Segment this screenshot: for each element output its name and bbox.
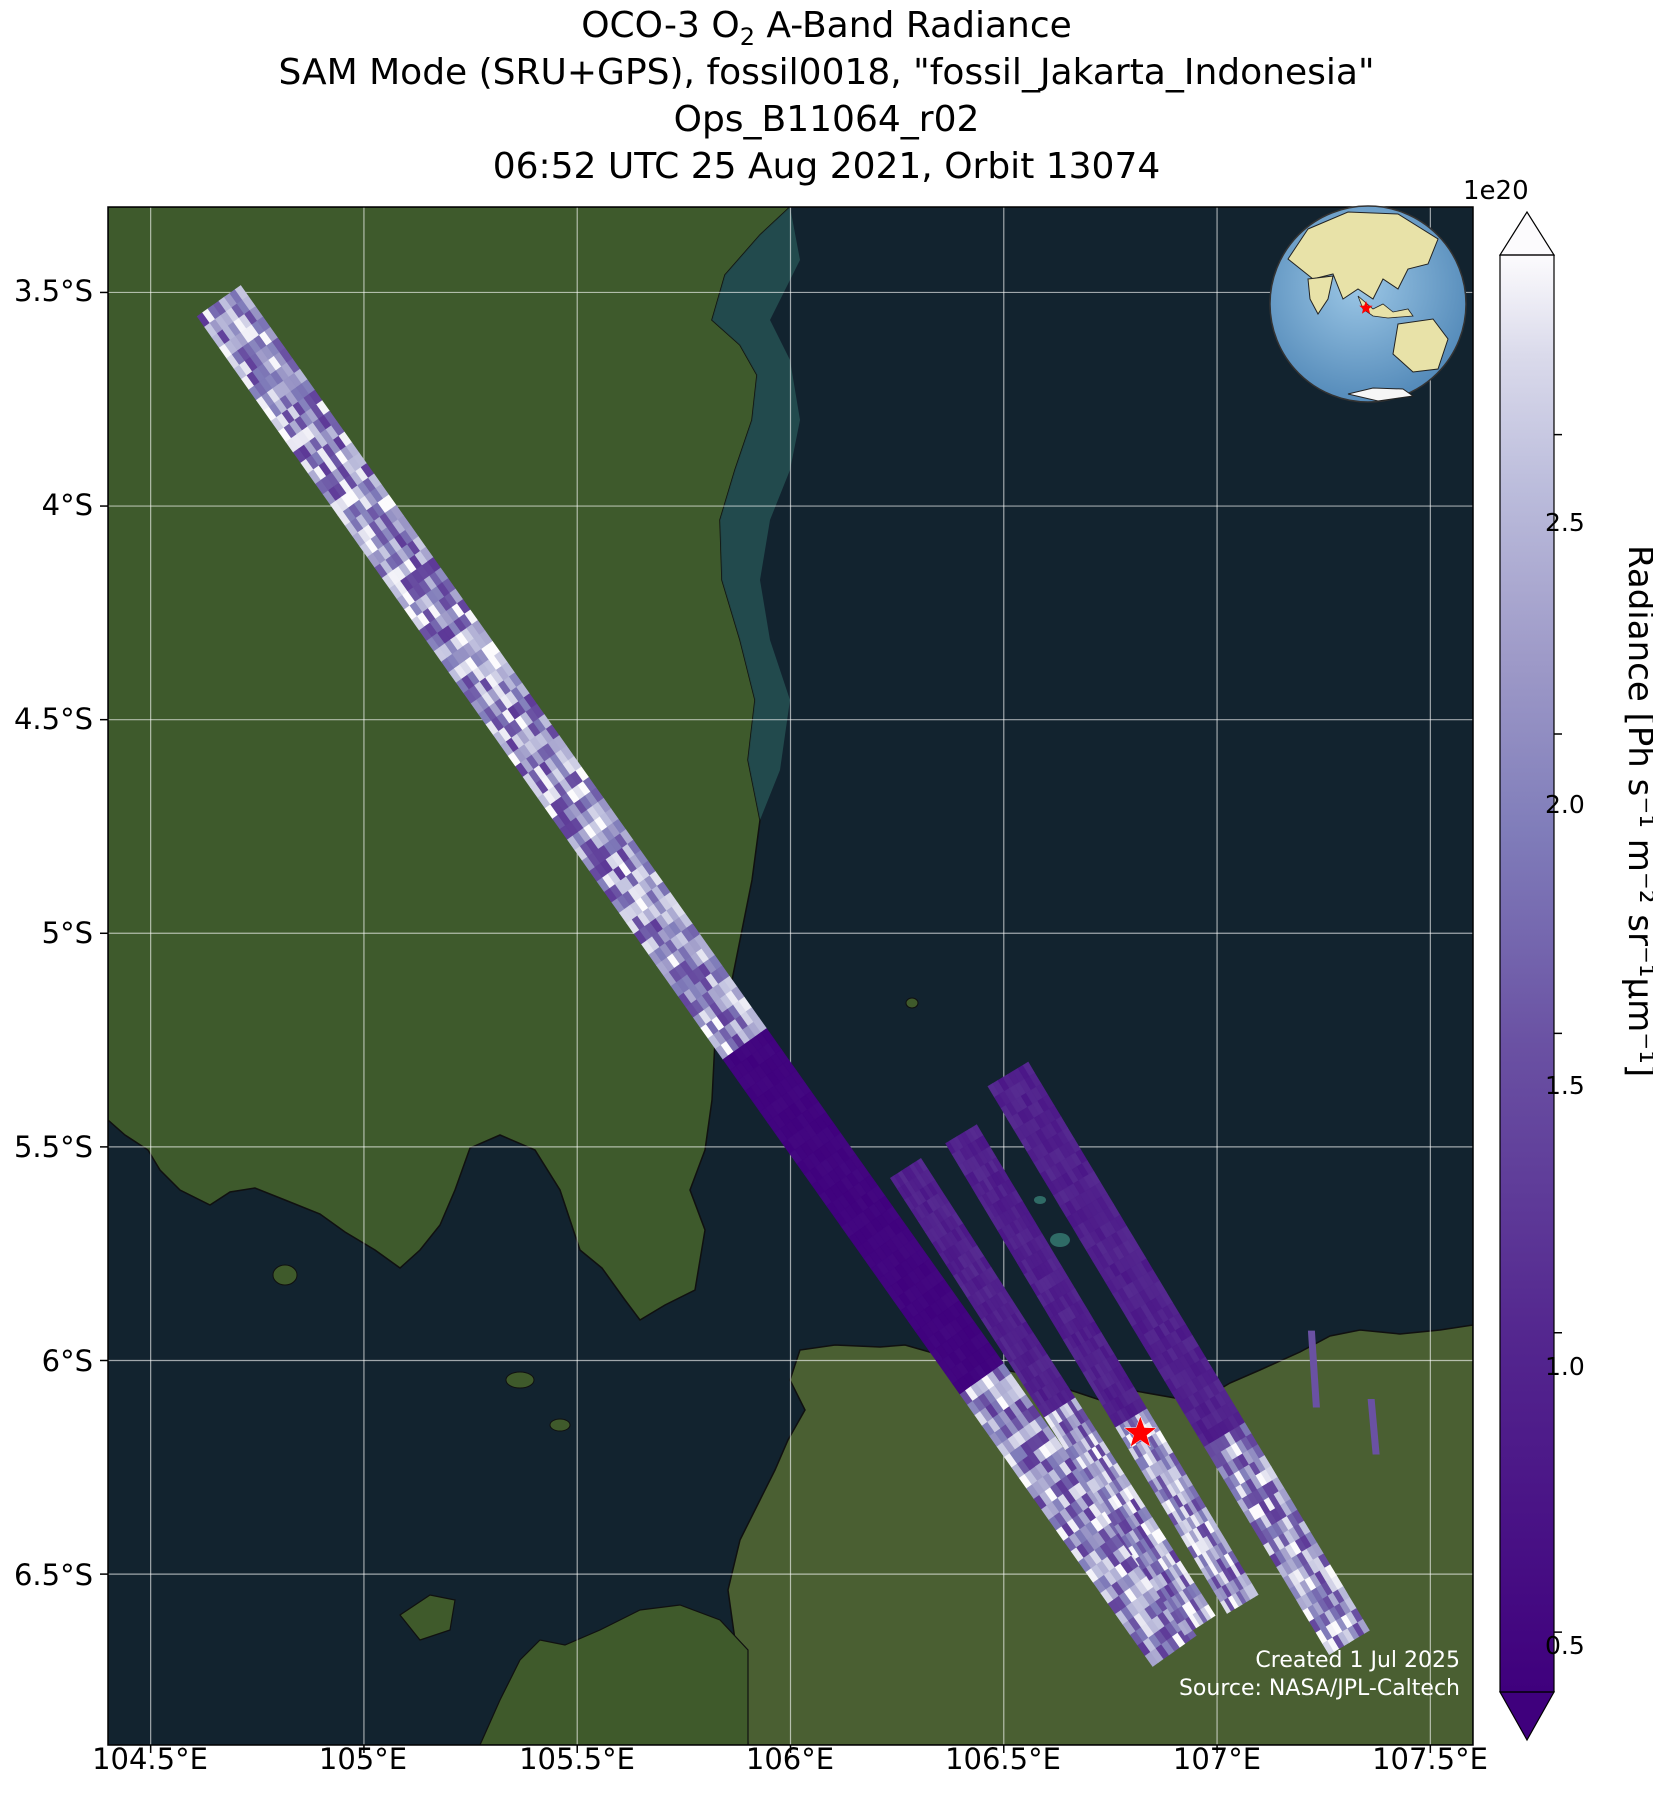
reef-2 [1034,1196,1046,1204]
axis-ticks [100,291,1432,1753]
island-3 [272,1264,298,1286]
colorbar-frame [1499,254,1555,1693]
globe-australia [1392,318,1449,373]
colorbar-extend-min [1498,1691,1556,1742]
land-panaitan [399,1594,456,1641]
lat-tick-label: 6°S [41,1344,93,1378]
colorbar-gradient [1500,255,1554,1692]
colorbar-tick-label: 2.5 [1545,508,1585,537]
globe-indonesia [1357,295,1414,319]
globe-antarctica [1347,387,1415,402]
credit-created: Created 1 Jul 2025 [1255,1648,1460,1673]
lat-tick-label: 6.5°S [13,1558,93,1592]
swath-3-footprint [1247,1583,1259,1598]
swath-2-footprint [1203,1604,1216,1619]
lon-tick-label: 104.5°E [92,1742,208,1776]
lat-tick-label: 3.5°S [13,274,93,308]
lat-tick-label: 4°S [41,488,93,522]
lon-tick-label: 105.5°E [519,1742,635,1776]
colorbar [1498,210,1562,1742]
plot-title-line4: 06:52 UTC 25 Aug 2021, Orbit 13074 [492,146,1161,187]
isolated-footprint [1307,1330,1320,1408]
island-4 [905,997,919,1009]
island-1 [505,1371,535,1389]
lon-tick-label: 105°E [318,1742,408,1776]
globe-india [1307,275,1334,315]
land-sumatra [108,207,792,1321]
colorbar-label: Radiance [Ph s⁻¹ m⁻² sr⁻¹μm⁻¹] [1620,545,1653,1078]
coastal-shelf [712,207,800,820]
colorbar-tick-label: 0.5 [1545,1631,1585,1660]
inset-globe [1269,205,1467,403]
swath-layer [196,285,1380,1667]
lon-tick-label: 106°E [745,1742,835,1776]
lat-tick-label: 5°S [41,916,93,950]
target-star-icon [1123,1415,1158,1448]
globe-target-star-icon [1359,301,1373,314]
lon-tick-label: 106.5°E [945,1742,1061,1776]
plot-title-line2: SAM Mode (SRU+GPS), fossil0018, "fossil_… [278,52,1375,93]
lon-tick-label: 107.5°E [1372,1742,1488,1776]
plot-title-line1: OCO-3 O2 A-Band Radiance [581,5,1072,52]
colorbar-tick-label: 1.5 [1545,1071,1585,1100]
swath-4-footprint [1357,1618,1370,1634]
map-area [108,207,1473,1745]
plot-title-line3: Ops_B11064_r02 [673,99,980,140]
island-2 [549,1418,571,1432]
lon-tick-label: 107°E [1172,1742,1262,1776]
lat-tick-label: 5.5°S [13,1130,93,1164]
colorbar-tick-label: 2.0 [1545,790,1585,819]
credit-source: Source: NASA/JPL-Caltech [1178,1676,1460,1701]
isolated-footprint [1367,1398,1380,1455]
colorbar-tick-label: 1.0 [1545,1352,1585,1381]
lat-tick-label: 4.5°S [13,702,93,736]
land-ujung-kulon [479,1604,749,1745]
colorbar-extend-max [1498,210,1556,256]
colorbar-exponent: 1e20 [1463,176,1529,206]
reef-1 [1050,1233,1070,1247]
